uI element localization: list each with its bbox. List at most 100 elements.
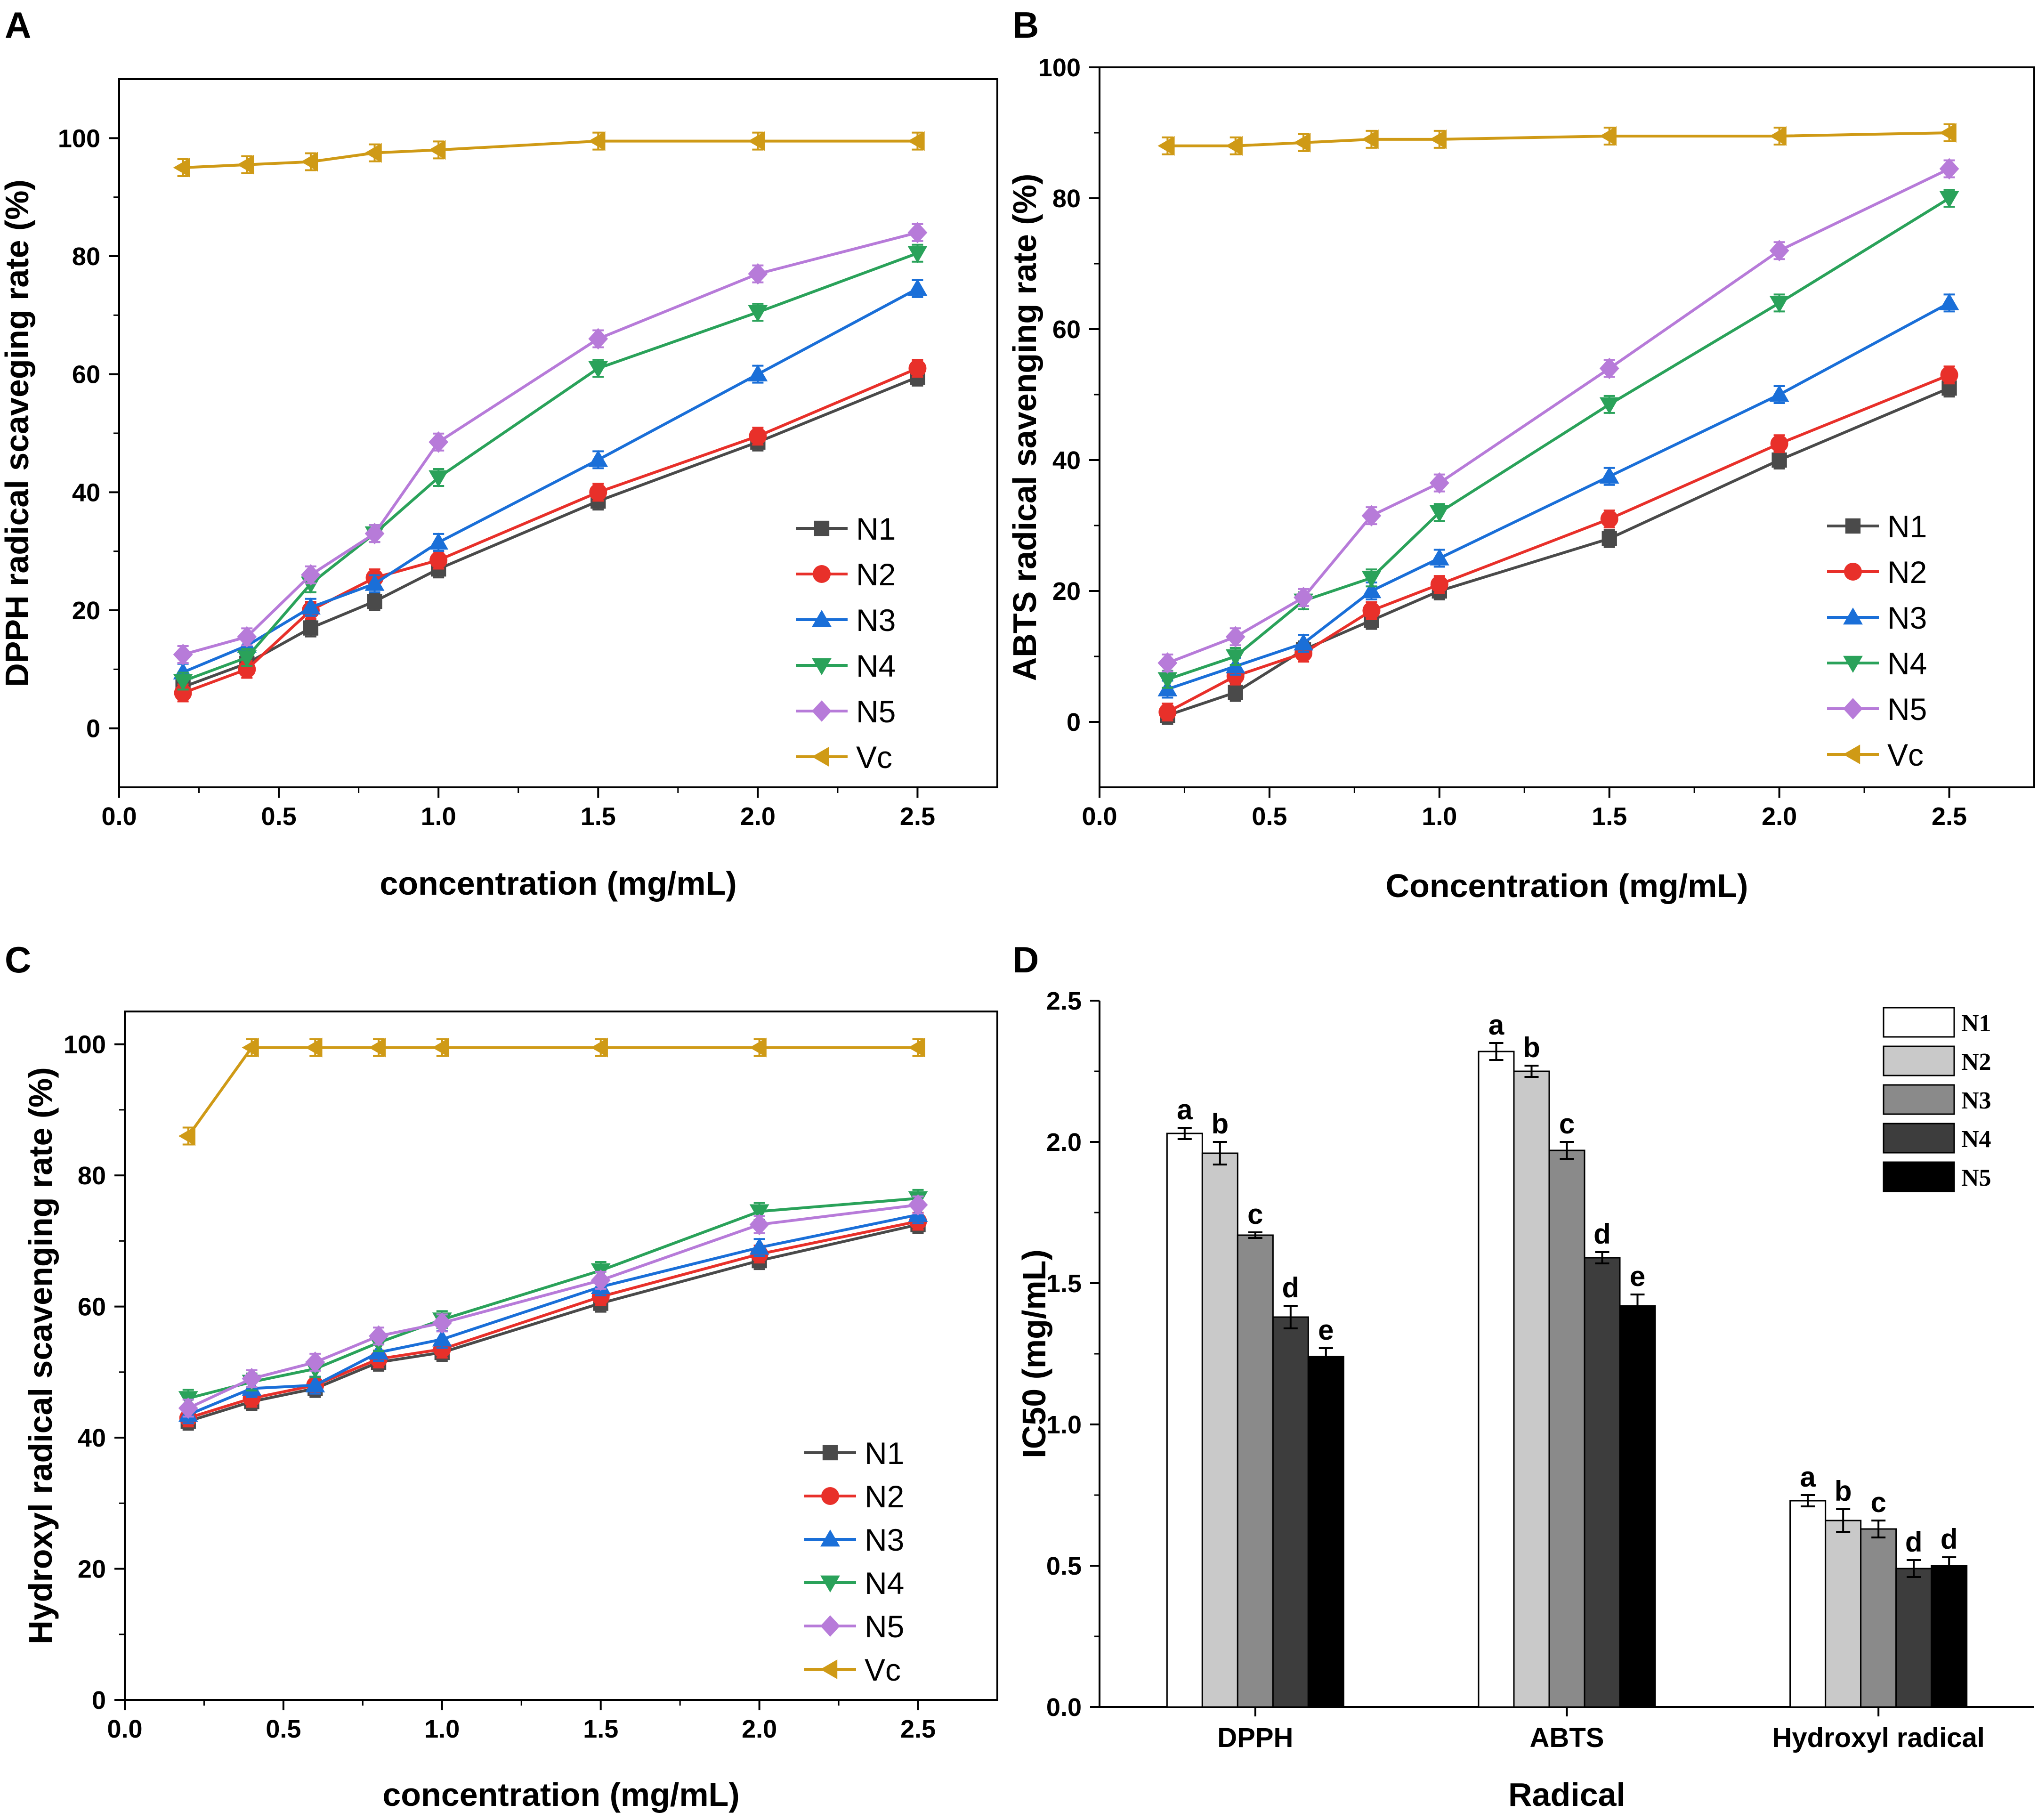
chart-c: 0.0 0.5 1.0 1.5 2.0 2.5 0 20 40 60 80 100 concentrat… — [22, 1011, 998, 1813]
data-point-n3 — [429, 532, 449, 550]
series-n2 — [1158, 365, 1958, 722]
data-point-vc — [588, 131, 606, 151]
legend-marker-n1 — [814, 520, 830, 536]
series-n1 — [1160, 379, 1957, 725]
legend-marker-n5 — [812, 700, 832, 722]
data-point-n4 — [429, 470, 449, 487]
data-point-vc — [1225, 136, 1243, 156]
series-line-n1 — [187, 1223, 919, 1423]
significance-letter: d — [1905, 1526, 1923, 1558]
significance-letter: b — [1523, 1032, 1540, 1063]
legend-marker-n3 — [1843, 607, 1863, 625]
legend-marker-n4 — [1843, 655, 1863, 673]
y-tick-label: 40 — [1052, 446, 1081, 475]
legend-marker-n2 — [813, 565, 831, 583]
legend-label-n2: N2 — [1961, 1049, 1991, 1076]
data-point-vc — [432, 1037, 450, 1058]
significance-letter: b — [1212, 1108, 1229, 1140]
data-point-n5 — [908, 1194, 928, 1216]
data-point-n5 — [429, 431, 449, 453]
data-point-n4 — [1429, 505, 1449, 523]
data-point-vc — [908, 1037, 925, 1058]
legend-marker-n3 — [812, 610, 832, 627]
data-point-n3 — [1599, 466, 1619, 484]
data-point-n4 — [749, 1204, 769, 1221]
series-line-n2 — [182, 367, 918, 695]
data-point-n2 — [1940, 366, 1958, 384]
legend-label-n5: N5 — [856, 694, 896, 729]
series-line-n3 — [1167, 301, 1950, 691]
y-tick-label: 0 — [92, 1686, 106, 1715]
data-point-n3 — [364, 574, 385, 591]
data-point-n5 — [301, 564, 321, 586]
data-point-vc — [749, 1037, 767, 1058]
x-axis-label: Radical — [1508, 1776, 1626, 1813]
x-tick-label: 2.5 — [900, 1715, 936, 1743]
data-point-n3 — [1361, 581, 1382, 599]
series-n5 — [1157, 158, 1959, 674]
y-tick-label: 40 — [72, 478, 100, 507]
x-tick-label: 2.5 — [1932, 802, 1967, 831]
legend-label-n3: N3 — [1887, 600, 1927, 635]
data-point-n4 — [1225, 649, 1245, 666]
legend-label-n4: N4 — [1961, 1126, 1991, 1153]
data-point-n1 — [1771, 452, 1787, 468]
data-point-n1 — [1228, 685, 1243, 700]
category-label: ABTS — [1530, 1723, 1604, 1753]
data-point-n5 — [1429, 472, 1449, 494]
data-point-n3 — [749, 1238, 769, 1255]
y-tick-label: 20 — [72, 597, 100, 625]
significance-letter: a — [1800, 1461, 1816, 1493]
data-point-n2 — [908, 359, 927, 378]
x-tick-label: 1.5 — [581, 802, 616, 831]
chart-a: 0.0 0.5 1.0 1.5 2.0 2.5 0 20 40 60 80 100 concentrat… — [0, 78, 998, 902]
plot-frame — [1099, 66, 2035, 788]
x-tick-label: 0.5 — [1252, 802, 1287, 831]
data-point-n2 — [1770, 435, 1788, 453]
series-line-vc — [187, 1046, 918, 1137]
legend-swatch-n1 — [1883, 1007, 1955, 1038]
legend-label-n1: N1 — [865, 1436, 904, 1471]
series-n1 — [175, 367, 925, 696]
significance-letter: b — [1835, 1475, 1852, 1507]
data-point-n3 — [305, 1375, 325, 1392]
series-line-n1 — [182, 376, 918, 688]
data-point-n3 — [1294, 633, 1313, 651]
legend: N1 N2 N3 N4 N5 Vc — [1827, 509, 1927, 772]
significance-letter: c — [1559, 1108, 1575, 1140]
legend-label-n2: N2 — [856, 557, 896, 592]
significance-letter: d — [1282, 1272, 1300, 1303]
data-point-n3 — [432, 1329, 452, 1347]
data-point-n3 — [301, 597, 321, 615]
legend-label-n5: N5 — [1887, 692, 1927, 727]
legend-swatch-n5 — [1883, 1161, 1955, 1192]
bar-n2 — [1513, 1070, 1550, 1708]
data-point-n3 — [588, 450, 608, 467]
data-point-vc — [1157, 136, 1175, 156]
y-tick-label: 60 — [78, 1293, 106, 1321]
legend-label-n3: N3 — [1961, 1087, 1991, 1114]
legend-label-vc: Vc — [1887, 737, 1924, 772]
category-label: DPPH — [1217, 1723, 1293, 1753]
bar-n2 — [1825, 1520, 1862, 1708]
legend-label-n4: N4 — [1887, 646, 1927, 681]
data-point-n4 — [1599, 397, 1619, 414]
data-point-n2 — [1430, 575, 1448, 594]
data-point-n4 — [1939, 191, 1959, 208]
data-point-vc — [305, 1037, 323, 1058]
series-vc — [173, 131, 925, 178]
data-point-vc — [1599, 126, 1617, 146]
x-axis-label: Concentration (mg/mL) — [1386, 867, 1748, 904]
legend-marker-vc — [812, 747, 829, 767]
y-axis-label: DPPH radical scaveging rate (%) — [0, 179, 35, 687]
x-tick-label: 0.0 — [101, 802, 137, 831]
significance-letter: c — [1870, 1487, 1886, 1518]
significance-letter: c — [1247, 1198, 1263, 1230]
data-point-n5 — [173, 644, 193, 665]
series-n3 — [1157, 293, 1959, 699]
series-line-n4 — [182, 251, 918, 683]
series-n1 — [180, 1215, 926, 1431]
y-tick-label: 0 — [86, 715, 100, 743]
data-point-n2 — [1600, 510, 1618, 528]
panel-label-b: B — [1012, 4, 1039, 46]
